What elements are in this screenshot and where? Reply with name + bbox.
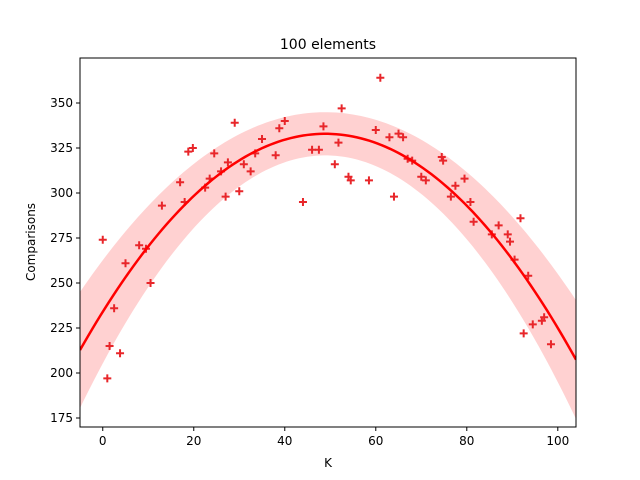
scatter-point [98, 235, 107, 244]
scatter-point [103, 374, 112, 383]
y-axis-label: Comparisons [24, 203, 38, 281]
scatter-point [246, 167, 255, 176]
scatter-point [271, 151, 280, 160]
scatter-point [210, 149, 219, 158]
scatter-point [258, 135, 267, 143]
scatter-point [157, 201, 166, 210]
scatter-point [506, 237, 515, 246]
scatter-point [540, 313, 549, 322]
x-tick-label: 80 [459, 434, 474, 448]
confidence-band [80, 112, 576, 419]
scatter-point [417, 172, 426, 181]
scatter-point [146, 279, 155, 287]
scatter-point [221, 192, 230, 201]
fit-line [80, 132, 576, 361]
scatter-point [364, 176, 373, 185]
x-tick-label: 20 [186, 434, 201, 448]
scatter-point [389, 192, 398, 201]
scatter-point [298, 198, 307, 206]
scatter-point [519, 329, 528, 338]
scatter-point [399, 133, 408, 142]
y-tick-label: 275 [50, 231, 73, 245]
scatter-point [469, 217, 478, 226]
scatter-point [385, 133, 394, 142]
scatter-point [337, 104, 346, 113]
scatter-point [371, 126, 380, 134]
scatter-point [421, 176, 430, 185]
scatter-point [528, 320, 537, 329]
scatter-point [110, 304, 119, 313]
scatter-point [466, 198, 475, 206]
scatter-point [308, 145, 317, 154]
scatter-point [460, 174, 469, 183]
x-tick-label: 100 [546, 434, 569, 448]
scatter-point [334, 138, 343, 147]
y-axis: 175 200 225 250 275 300 325 350 [50, 96, 80, 425]
scatter-point [239, 160, 248, 169]
scatter-point [394, 129, 403, 138]
y-tick-label: 225 [50, 321, 73, 335]
scatter-points [98, 73, 555, 383]
y-tick-label: 350 [50, 96, 73, 110]
scatter-point [330, 160, 339, 169]
scatter-point [235, 187, 244, 196]
x-axis-label: K [324, 456, 333, 470]
scatter-point [516, 214, 525, 223]
scatter-point [176, 178, 185, 187]
y-tick-label: 250 [50, 276, 73, 290]
scatter-point [503, 230, 512, 239]
scatter-point [275, 124, 284, 133]
scatter-point [314, 145, 323, 154]
x-axis: 0 20 40 60 80 100 [99, 427, 569, 448]
plot-frame [79, 57, 577, 428]
scatter-point [184, 147, 193, 156]
scatter-point [116, 349, 125, 358]
y-tick-label: 200 [50, 366, 73, 380]
scatter-point [223, 158, 232, 167]
scatter-point [121, 259, 130, 268]
scatter-point [188, 144, 197, 152]
scatter-point [346, 176, 355, 185]
y-tick-label: 175 [50, 411, 73, 425]
scatter-point [319, 122, 328, 131]
x-tick-label: 60 [368, 434, 383, 448]
x-tick-label: 40 [277, 434, 292, 448]
scatter-point [230, 118, 239, 127]
scatter-point [451, 181, 460, 190]
scatter-point [105, 342, 114, 350]
scatter-point [546, 340, 555, 349]
y-tick-label: 325 [50, 141, 73, 155]
scatter-point [494, 221, 503, 230]
y-tick-label: 300 [50, 186, 73, 200]
scatter-point [280, 117, 289, 125]
x-tick-label: 0 [99, 434, 107, 448]
scatter-point [135, 241, 144, 250]
scatter-point [439, 156, 448, 165]
scatter-point [446, 192, 455, 201]
scatter-point [376, 73, 385, 82]
chart-title: 100 elements [280, 37, 376, 53]
